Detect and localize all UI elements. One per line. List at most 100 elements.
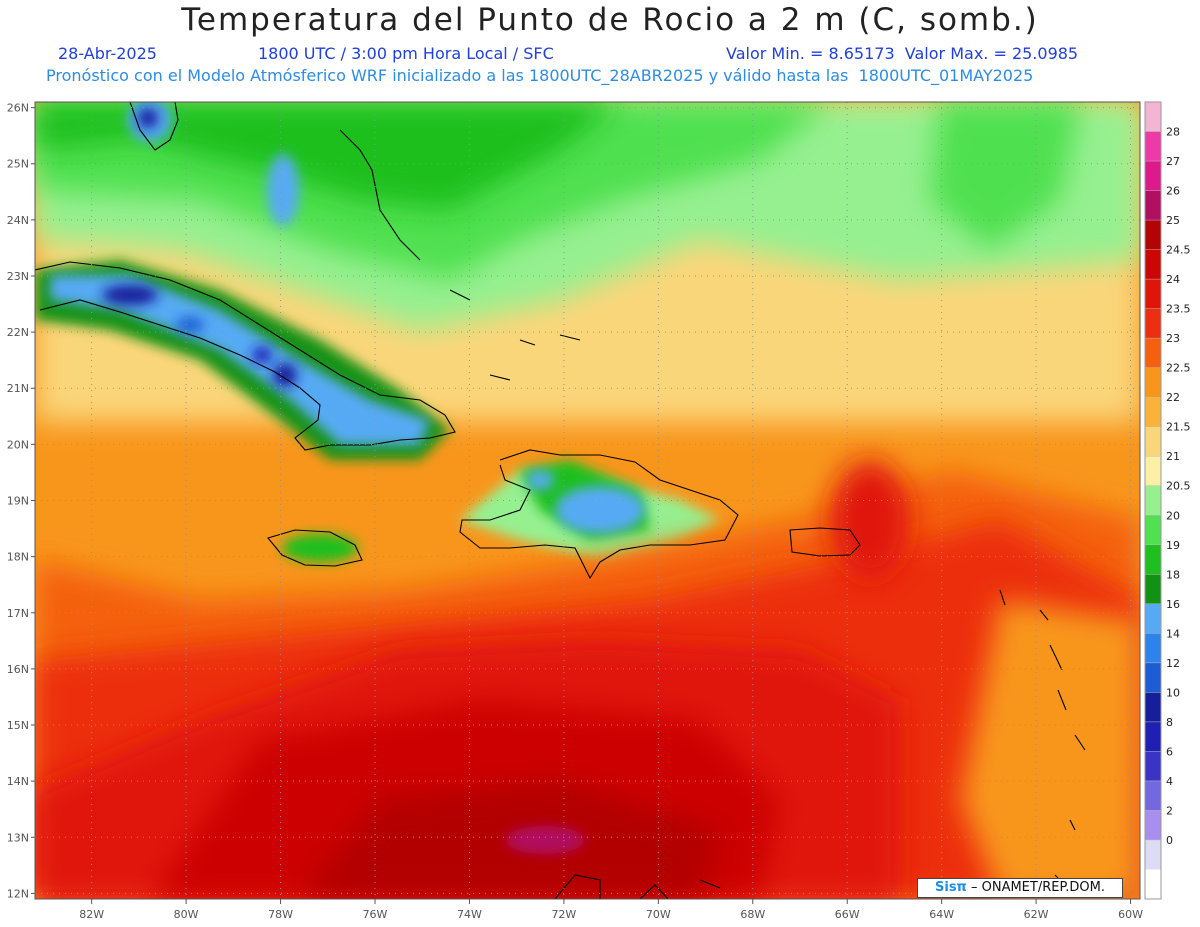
forecast-date: 28-Abr-2025 (58, 44, 157, 63)
colorbar-label: 24 (1166, 273, 1180, 286)
colorbar-swatch (1145, 869, 1161, 900)
lat-tick-label: 23N (7, 270, 29, 283)
colorbar-swatch (1145, 426, 1161, 457)
colorbar-swatch (1145, 544, 1161, 575)
value-min-max: Valor Min. = 8.65173 Valor Max. = 25.098… (726, 44, 1079, 63)
colorbar-swatch (1145, 780, 1161, 811)
lon-tick-label: 64W (929, 908, 954, 921)
colorbar-label: 6 (1166, 745, 1173, 758)
colorbar-swatch (1145, 485, 1161, 516)
model-description: Pronóstico con el Modelo Atmósferico WRF… (46, 66, 1034, 85)
sispi-logo: Sisπ (935, 880, 967, 895)
lat-axis: 12N 13N 14N 15N 16N 17N 18N 19N 20N 21N 22N 23N 24N 2… (7, 102, 35, 900)
south-america-coast (554, 874, 721, 899)
lon-tick-label: 76W (363, 908, 388, 921)
colorbar-label: 23.5 (1166, 303, 1191, 316)
colorbar-label: 28 (1166, 126, 1180, 139)
colorbar-label: 23 (1166, 332, 1180, 345)
colorbar-swatch (1145, 839, 1161, 870)
lat-tick-label: 19N (7, 495, 29, 508)
colorbar-label: 18 (1166, 568, 1180, 581)
lon-tick-label: 60W (1118, 908, 1143, 921)
jamaica-coast (267, 529, 363, 567)
dewpoint-field (35, 102, 1140, 899)
lon-tick-label: 66W (835, 908, 860, 921)
colorbar-swatch (1145, 574, 1161, 605)
lat-tick-label: 15N (7, 719, 29, 732)
colorbar-swatch (1145, 190, 1161, 221)
lon-tick-label: 80W (174, 908, 199, 921)
puerto-rico-coast (789, 527, 861, 557)
colorbar-swatch (1145, 338, 1161, 369)
lat-tick-label: 17N (7, 607, 29, 620)
lesser-antilles-coast (999, 589, 1086, 886)
lat-tick-label: 22N (7, 326, 29, 339)
lat-tick-label: 12N (7, 887, 29, 900)
colorbar-swatch (1145, 367, 1161, 398)
colorbar-swatch (1145, 633, 1161, 664)
lon-tick-label: 62W (1024, 908, 1049, 921)
lat-tick-label: 18N (7, 551, 29, 564)
colorbar-label: 16 (1166, 598, 1180, 611)
colorbar-label: 25 (1166, 214, 1180, 227)
lat-tick-label: 21N (7, 382, 29, 395)
colorbar-swatch (1145, 515, 1161, 546)
forecast-time: 1800 UTC / 3:00 pm Hora Local / SFC (258, 44, 554, 63)
lat-tick-label: 16N (7, 663, 29, 676)
colorbar-swatch (1145, 662, 1161, 693)
lat-tick-label: 26N (7, 102, 29, 115)
credit-box: Sisπ – ONAMET/REP.DOM. (917, 878, 1123, 898)
colorbar-swatch (1145, 721, 1161, 752)
colorbar-swatch (1145, 131, 1161, 162)
colorbar-label: 21.5 (1166, 421, 1191, 434)
colorbar-label: 27 (1166, 155, 1180, 168)
colorbar-swatch (1145, 810, 1161, 841)
colorbar-swatch (1145, 692, 1161, 723)
credit-text: – ONAMET/REP.DOM. (966, 880, 1105, 895)
colorbar-swatch (1145, 102, 1161, 133)
colorbar-label: 14 (1166, 627, 1180, 640)
lon-tick-label: 82W (79, 908, 104, 921)
lat-tick-label: 14N (7, 775, 29, 788)
lat-tick-label: 24N (7, 214, 29, 227)
colorbar-label: 24.5 (1166, 244, 1191, 257)
lon-axis: 82W 80W 78W 76W 74W 72W 70W 68W 66W 64W 62W 60W (79, 899, 1143, 921)
colorbar-label: 26 (1166, 185, 1180, 198)
colorbar-swatch (1145, 308, 1161, 339)
map-title: Temperatura del Punto de Rocio a 2 m (C,… (181, 2, 1039, 38)
colorbar-swatch (1145, 397, 1161, 428)
colorbar-swatch (1145, 279, 1161, 310)
colorbar: 2827262524.52423.52322.52221.52120.52019… (1144, 101, 1191, 900)
lat-lon-grid (35, 102, 1140, 899)
lat-tick-label: 20N (7, 438, 29, 451)
colorbar-swatch (1145, 161, 1161, 192)
colorbar-swatch (1145, 220, 1161, 251)
colorbar-swatch (1145, 603, 1161, 634)
lon-tick-label: 70W (646, 908, 671, 921)
colorbar-label: 10 (1166, 686, 1180, 699)
florida-coast (129, 102, 179, 151)
colorbar-swatch (1145, 249, 1161, 280)
bahamas-coast (339, 129, 581, 381)
colorbar-label: 12 (1166, 657, 1180, 670)
colorbar-label: 20.5 (1166, 480, 1191, 493)
colorbar-label: 20 (1166, 509, 1180, 522)
colorbar-frame (1144, 101, 1162, 900)
lon-tick-label: 78W (268, 908, 293, 921)
lat-tick-label: 13N (7, 831, 29, 844)
cuba-coast (35, 261, 456, 451)
colorbar-label: 4 (1166, 775, 1173, 788)
lon-tick-label: 74W (457, 908, 482, 921)
colorbar-swatch (1145, 456, 1161, 487)
colorbar-label: 2 (1166, 804, 1173, 817)
colorbar-label: 22.5 (1166, 362, 1191, 375)
lon-tick-label: 68W (740, 908, 765, 921)
coastlines (35, 102, 1086, 899)
colorbar-swatch (1145, 751, 1161, 782)
colorbar-label: 8 (1166, 716, 1173, 729)
colorbar-label: 21 (1166, 450, 1180, 463)
lon-tick-label: 72W (551, 908, 576, 921)
hispaniola-coast (459, 449, 739, 580)
colorbar-label: 0 (1166, 834, 1173, 847)
